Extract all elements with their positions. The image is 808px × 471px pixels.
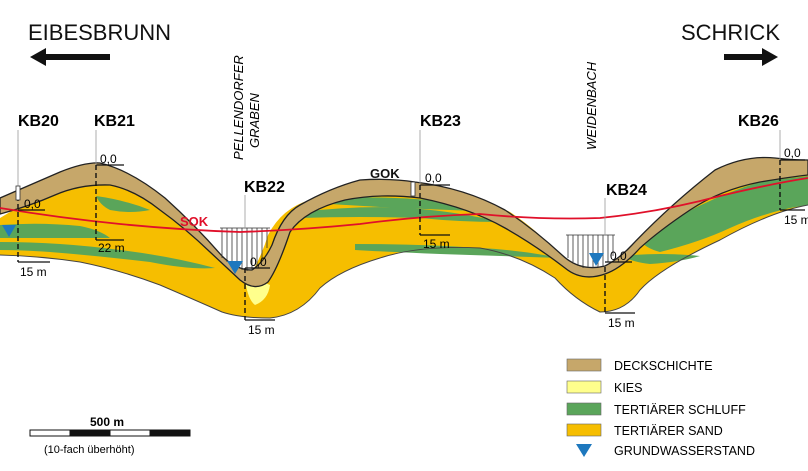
weidenbach-hatch: [566, 234, 615, 268]
legend-swatch: [566, 423, 602, 437]
tertiary-schluff-band: [640, 176, 808, 252]
borehole-top-label: 0,0: [425, 171, 442, 185]
borehole-depth-label: 15 m: [20, 265, 47, 279]
legend: DECKSCHICHTE KIES TERTIÄRER SCHLUFF TERT…: [566, 358, 755, 458]
tertiary-schluff-band: [622, 254, 700, 264]
borehole-top-label: 0,0: [784, 146, 801, 160]
legend-label: TERTIÄRER SAND: [614, 424, 723, 438]
scale-label: 500 m: [90, 415, 124, 429]
tertiary-schluff-band: [0, 223, 110, 238]
legend-swatch: [566, 380, 602, 394]
legend-label: GRUNDWASSERSTAND: [614, 444, 755, 458]
borehole-name: KB20: [18, 113, 59, 130]
groundwater-triangle-icon: [2, 225, 16, 237]
borehole-name: KB26: [738, 113, 779, 130]
scale-note: (10-fach überhöht): [44, 444, 135, 456]
sok-line: [0, 177, 808, 233]
borehole-name: KB21: [94, 113, 135, 130]
well-marker: [15, 185, 21, 201]
borehole-top-label: 0,0: [610, 249, 627, 263]
legend-label: DECKSCHICHTE: [614, 359, 713, 373]
borehole-leaders: [17, 130, 781, 235]
arrow-right-icon: [724, 48, 778, 66]
valley-label-line2: GRABEN: [247, 92, 262, 148]
borehole-depth-label: 22 m: [98, 241, 125, 255]
borehole-top-label: 0,0: [100, 152, 117, 166]
borehole-name: KB22: [244, 179, 285, 196]
borehole-depth-label: 15 m: [784, 213, 808, 227]
well-marker: [410, 181, 416, 197]
tertiary-schluff-band: [0, 242, 215, 269]
legend-label: KIES: [614, 381, 643, 395]
borehole-name: KB23: [420, 113, 461, 130]
section-base-outline: [0, 204, 808, 319]
tertiary-schluff-band: [330, 197, 500, 212]
tertiary-schluff-band: [300, 207, 500, 222]
direction-right-label: SCHRICK: [681, 20, 780, 45]
borehole-depth-label: 15 m: [248, 323, 275, 337]
borehole-ticks: [18, 159, 805, 321]
valley-label-line1: PELLENDORFER: [231, 55, 246, 160]
tertiary-schluff-band: [96, 196, 150, 212]
scale-bar: 500 m (10-fach überhöht): [29, 415, 191, 456]
legend-swatch: [566, 402, 602, 416]
arrow-left-icon: [30, 48, 110, 66]
tertiary-sand-layer: [0, 160, 808, 318]
valley-label: WEIDENBACH: [584, 61, 599, 150]
legend-swatch: [566, 358, 602, 372]
tertiary-schluff-band: [355, 244, 560, 258]
borehole-top-label: 0,0: [24, 197, 41, 211]
groundwater-triangle-icon: [589, 253, 604, 266]
legend-label: TERTIÄRER SCHLUFF: [614, 403, 746, 417]
direction-left-label: EIBESBRUNN: [28, 20, 171, 45]
borehole-depth-label: 15 m: [608, 316, 635, 330]
sok-label: SOK: [180, 214, 209, 229]
pellendorfer-graben-hatch: [220, 227, 270, 271]
gok-label: GOK: [370, 166, 400, 181]
borehole-depth-label: 15 m: [423, 237, 450, 251]
groundwater-triangle-icon: [227, 261, 243, 274]
borehole-top-label: 0,0: [250, 255, 267, 269]
borehole-name: KB24: [606, 182, 647, 199]
triangle-down-icon: [576, 444, 592, 457]
